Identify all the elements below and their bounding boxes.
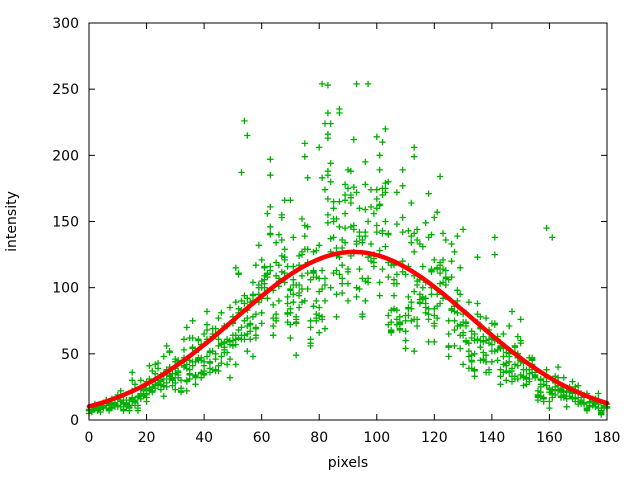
y-tick-labels: 0 50 100 150 200 250 300 <box>52 16 79 429</box>
x-tick-label: 0 <box>85 430 94 446</box>
x-tick-label: 100 <box>363 430 390 446</box>
fit-curve <box>86 249 610 409</box>
x-tick-labels: 0 20 40 60 80 100 120 140 160 180 <box>85 430 621 446</box>
y-tick-label: 250 <box>52 82 79 98</box>
x-tick-label: 120 <box>421 430 448 446</box>
x-tick-label: 180 <box>594 430 621 446</box>
x-tick-label: 40 <box>195 430 213 446</box>
y-axis-title: intensity <box>4 191 20 252</box>
x-tick-label: 20 <box>138 430 156 446</box>
x-tick-label: 80 <box>310 430 328 446</box>
y-tick-label: 200 <box>52 148 79 164</box>
plot-border <box>88 22 608 421</box>
y-tick-label: 150 <box>52 215 79 231</box>
y-tick-label: 300 <box>52 16 79 32</box>
y-tick-label: 100 <box>52 281 79 297</box>
x-tick-label: 160 <box>536 430 563 446</box>
y-tick-label: 0 <box>70 413 79 429</box>
y-tick-label: 50 <box>61 347 79 363</box>
x-tick-label: 140 <box>479 430 506 446</box>
x-tick-label: 60 <box>253 430 271 446</box>
x-axis-title: pixels <box>328 455 368 471</box>
